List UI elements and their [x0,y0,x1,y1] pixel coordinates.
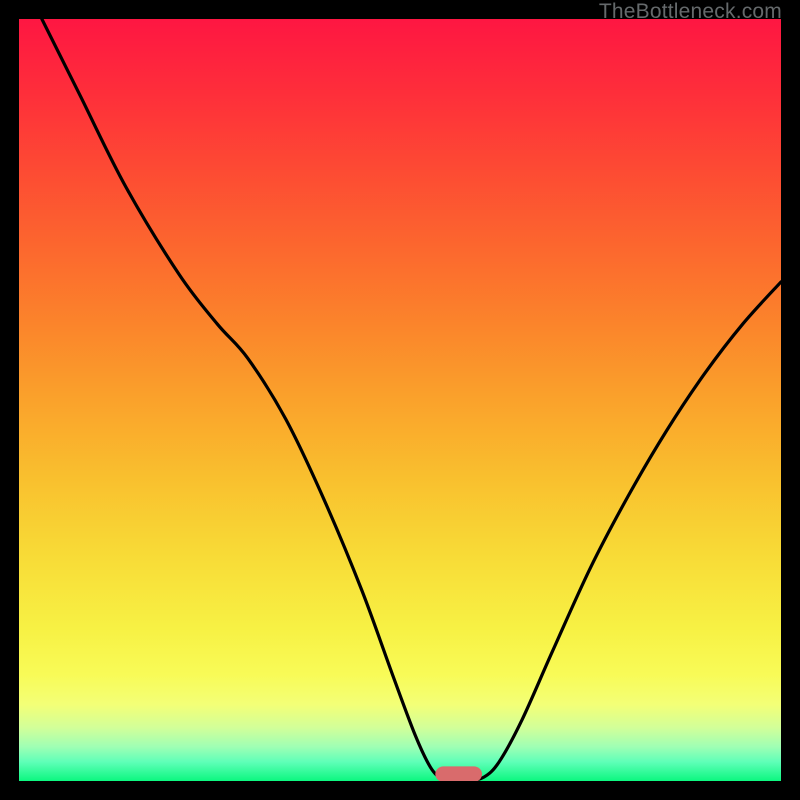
chart-container: TheBottleneck.com [0,0,800,800]
valley-marker [436,767,482,781]
chart-svg [19,19,781,781]
watermark-text: TheBottleneck.com [599,0,782,24]
plot-area [19,19,781,781]
